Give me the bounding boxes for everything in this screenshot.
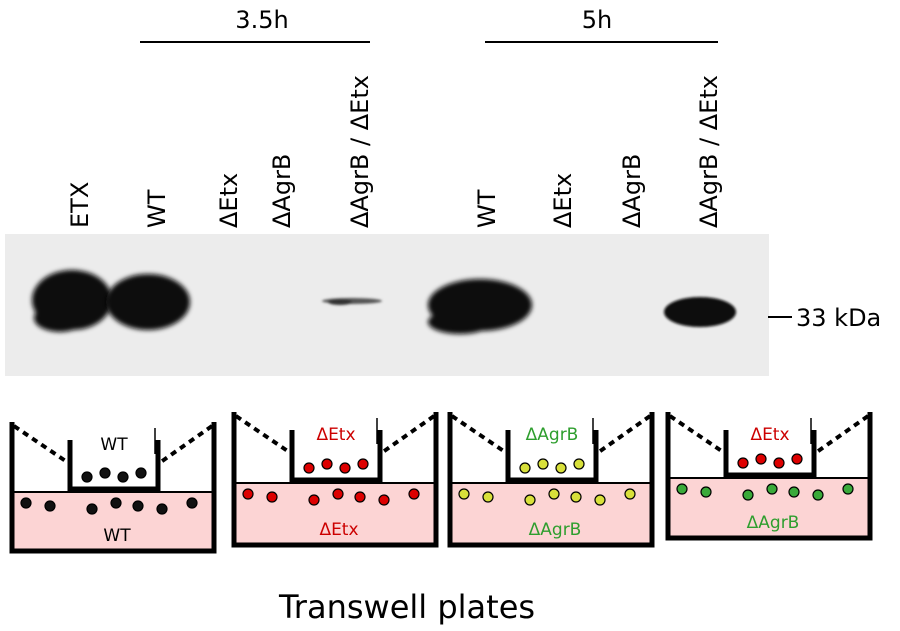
transwell-insert: [67, 440, 161, 492]
bacteria-dot-well: [186, 497, 198, 509]
bacteria-dot-insert: [339, 462, 351, 474]
bacteria-dot-insert: [755, 453, 767, 465]
transwell-plate: ΔEtx ΔAgrB: [665, 412, 873, 541]
bacteria-dot-well: [842, 483, 854, 495]
bacteria-dot-well: [332, 488, 344, 500]
rim-dotted-line: [12, 424, 72, 466]
bacteria-dot-well: [110, 497, 122, 509]
insert-label: ΔAgrB: [526, 425, 579, 445]
time-group-5h: 5h: [485, 6, 718, 43]
plate-wall: [9, 422, 217, 554]
band-etx: [32, 270, 112, 332]
well-label: ΔAgrB: [747, 513, 800, 533]
bacteria-dot-insert: [117, 471, 129, 483]
lane-label-dagrb-3-5h: ΔAgrB: [268, 154, 296, 228]
bacteria-dot-insert: [303, 462, 315, 474]
rim-dotted-line: [812, 414, 870, 456]
bacteria-dot-well: [788, 486, 800, 498]
bacteria-dot-well: [570, 491, 582, 503]
lane-label-wt-5h: WT: [473, 189, 501, 228]
lane-label-dagrb-5h: ΔAgrB: [618, 154, 646, 228]
rim-dotted-line: [378, 414, 436, 456]
bacteria-dot-insert: [81, 471, 93, 483]
band-dagrb-detx-3-5h: [322, 298, 382, 305]
bacteria-dot-well: [742, 489, 754, 501]
lane-label-wt-3-5h: WT: [143, 189, 171, 228]
lane-label-detx-3-5h: ΔEtx: [215, 173, 243, 228]
bacteria-dot-well: [812, 489, 824, 501]
time-group-3-5h: 3.5h: [140, 6, 370, 43]
rim-dotted-line: [450, 414, 510, 456]
insert-label: ΔEtx: [316, 425, 355, 445]
bacteria-dot-well: [408, 488, 420, 500]
lane-label-dagrb-detx-3-5h: ΔAgrB / ΔEtx: [346, 75, 374, 228]
bacteria-dot-well: [700, 486, 712, 498]
transwell-plate: WT WT: [9, 422, 217, 554]
bacteria-dot-insert: [99, 467, 111, 479]
bacteria-dot-well: [86, 503, 98, 515]
bacteria-dot-well: [766, 483, 778, 495]
time-group-label: 5h: [582, 6, 612, 34]
bacteria-dot-well: [354, 491, 366, 503]
bacteria-dot-well: [242, 488, 254, 500]
bacteria-dot-well: [44, 500, 56, 512]
plate-wall: [665, 412, 873, 541]
bacteria-dot-well: [308, 494, 320, 506]
bacteria-dot-insert: [573, 458, 585, 470]
bacteria-dot-insert: [519, 462, 531, 474]
caption: Transwell plates: [278, 588, 535, 626]
bacteria-dot-well: [676, 483, 688, 495]
well-label: ΔEtx: [319, 520, 358, 540]
bacteria-dot-insert: [737, 457, 749, 469]
bacteria-dot-well: [132, 500, 144, 512]
band-dagrb-detx-5h: [664, 297, 736, 327]
bacteria-dot-insert: [357, 458, 369, 470]
lane-label-dagrb-detx-5h: ΔAgrB / ΔEtx: [695, 75, 723, 228]
well-label: WT: [103, 526, 131, 546]
bacteria-dot-insert: [135, 467, 147, 479]
bacteria-dot-well: [20, 497, 32, 509]
bacteria-dot-insert: [321, 458, 333, 470]
bacteria-dot-well: [482, 491, 494, 503]
bacteria-dot-well: [266, 491, 278, 503]
transwell-plates: WT WT ΔEtx ΔEtx ΔAgrB ΔAgrB ΔEtx ΔAgrB: [9, 412, 873, 554]
transwell-insert: [505, 430, 599, 483]
bacteria-dot-well: [594, 494, 606, 506]
bacteria-dot-well: [156, 503, 168, 515]
bacteria-dot-well: [524, 494, 536, 506]
transwell-insert: [289, 430, 383, 483]
rim-dotted-line: [156, 424, 214, 466]
rim-dotted-line: [668, 414, 728, 456]
plate-wall: [447, 412, 655, 548]
lane-labels: ETX WT ΔEtx ΔAgrB ΔAgrB / ΔEtx WT ΔEtx Δ…: [66, 75, 723, 228]
band-wt-3-5h: [106, 274, 190, 330]
bacteria-dot-insert: [791, 453, 803, 465]
lane-label-etx: ETX: [66, 182, 94, 228]
insert-label: WT: [100, 435, 128, 455]
lane-label-detx-5h: ΔEtx: [549, 173, 577, 228]
bacteria-dot-well: [548, 488, 560, 500]
bacteria-dot-well: [624, 488, 636, 500]
band-wt-5h: [428, 279, 532, 334]
plate-wall: [231, 412, 439, 548]
well-label: ΔAgrB: [529, 520, 582, 540]
bacteria-dot-well: [458, 488, 470, 500]
rim-dotted-line: [594, 414, 652, 456]
marker-label: 33 kDa: [796, 304, 881, 332]
insert-label: ΔEtx: [750, 425, 789, 445]
transwell-plate: ΔEtx ΔEtx: [231, 412, 439, 548]
bacteria-dot-insert: [537, 458, 549, 470]
western-blot: 33 kDa: [5, 234, 881, 376]
bacteria-dot-well: [378, 494, 390, 506]
time-group-label: 3.5h: [235, 6, 288, 34]
bacteria-dot-insert: [773, 457, 785, 469]
bacteria-dot-insert: [555, 462, 567, 474]
rim-dotted-line: [234, 414, 294, 456]
transwell-plate: ΔAgrB ΔAgrB: [447, 412, 655, 548]
